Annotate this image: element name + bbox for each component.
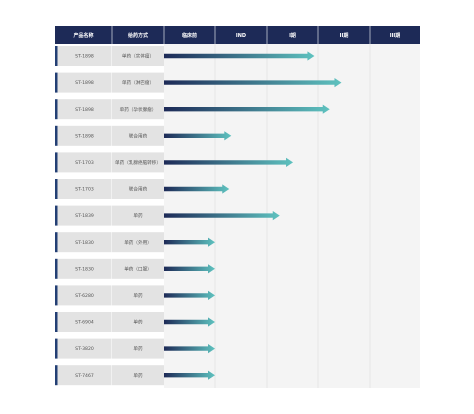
product-cell <box>57 232 112 253</box>
progress-arrow <box>164 104 330 114</box>
product-name: ST-1703 <box>75 160 94 166</box>
product-cell <box>57 99 112 120</box>
product-name: ST-1898 <box>75 80 94 86</box>
route-label: 单药（孕状腺瘤） <box>120 106 157 113</box>
row-accent <box>55 285 58 306</box>
row-accent <box>55 312 58 332</box>
progress-arrow <box>164 344 215 354</box>
product-cell <box>57 338 112 359</box>
row-accent <box>55 152 58 173</box>
route-cell <box>112 285 164 306</box>
row-accent <box>55 205 58 226</box>
product-name: ST-6280 <box>75 293 94 299</box>
route-label: 单药（外用） <box>124 239 152 246</box>
route-cell <box>112 205 164 226</box>
column-header: 临床前 <box>182 32 197 39</box>
product-cell <box>57 152 112 173</box>
route-label: 单药 <box>133 372 143 379</box>
route-cell <box>112 312 164 332</box>
route-cell <box>112 179 164 199</box>
product-cell <box>57 72 112 93</box>
product-name: ST-1898 <box>75 133 94 139</box>
product-name: ST-6904 <box>75 320 94 326</box>
route-label: 单药（实体瘤） <box>122 53 154 60</box>
product-cell <box>57 205 112 226</box>
route-label: 联合用药 <box>129 132 148 139</box>
progress-arrow <box>164 78 342 88</box>
route-cell <box>112 99 164 120</box>
product-cell <box>57 285 112 306</box>
progress-arrow <box>164 264 215 274</box>
product-name: ST-1839 <box>75 213 94 219</box>
route-cell <box>112 152 164 173</box>
route-cell <box>112 46 164 66</box>
route-label: 单药 <box>133 319 143 326</box>
route-cell <box>112 125 164 146</box>
route-label: 单药（淋巴瘤） <box>122 79 154 86</box>
product-cell <box>57 312 112 332</box>
row-accent <box>55 258 58 279</box>
column-header: I期 <box>289 32 296 39</box>
product-cell <box>57 258 112 279</box>
product-name: ST-7467 <box>75 373 94 379</box>
route-label: 单药 <box>133 345 143 352</box>
route-label: 单药（乳腺癌脑转移） <box>115 159 161 166</box>
product-cell <box>57 365 112 386</box>
row-accent <box>55 179 58 199</box>
product-name: ST-1830 <box>75 266 94 272</box>
route-cell <box>112 258 164 279</box>
progress-arrow <box>164 51 315 61</box>
row-accent <box>55 125 58 146</box>
route-label: 单药（口服） <box>124 265 152 272</box>
route-cell <box>112 232 164 253</box>
route-cell <box>112 365 164 386</box>
progress-arrow <box>164 157 294 167</box>
product-name: ST-1703 <box>75 187 94 193</box>
product-name: ST-3820 <box>75 346 94 352</box>
product-cell <box>57 46 112 66</box>
header-band <box>55 26 420 44</box>
column-header: 产品名称 <box>73 32 93 39</box>
product-cell <box>57 179 112 199</box>
column-header: IND <box>236 33 246 39</box>
row-accent <box>55 365 58 386</box>
column-header: II期 <box>340 32 349 39</box>
progress-arrow <box>164 290 215 300</box>
route-cell <box>112 72 164 93</box>
column-header: III期 <box>390 32 401 39</box>
row-accent <box>55 338 58 359</box>
row-accent <box>55 232 58 253</box>
progress-arrow <box>164 131 232 141</box>
progress-arrow <box>164 317 215 327</box>
route-cell <box>112 338 164 359</box>
progress-arrow <box>164 370 215 380</box>
row-accent <box>55 72 58 93</box>
row-accent <box>55 46 58 66</box>
product-cell <box>57 125 112 146</box>
route-label: 单药 <box>133 212 143 219</box>
product-name: ST-1898 <box>75 107 94 113</box>
progress-arrow <box>164 211 280 221</box>
product-name: ST-1898 <box>75 54 94 60</box>
product-name: ST-1830 <box>75 240 94 246</box>
route-label: 单药 <box>133 292 143 299</box>
row-accent <box>55 99 58 120</box>
progress-arrow <box>164 237 215 247</box>
route-label: 联合用药 <box>129 186 148 193</box>
progress-arrow <box>164 184 230 194</box>
column-header: 给药方式 <box>128 32 148 39</box>
